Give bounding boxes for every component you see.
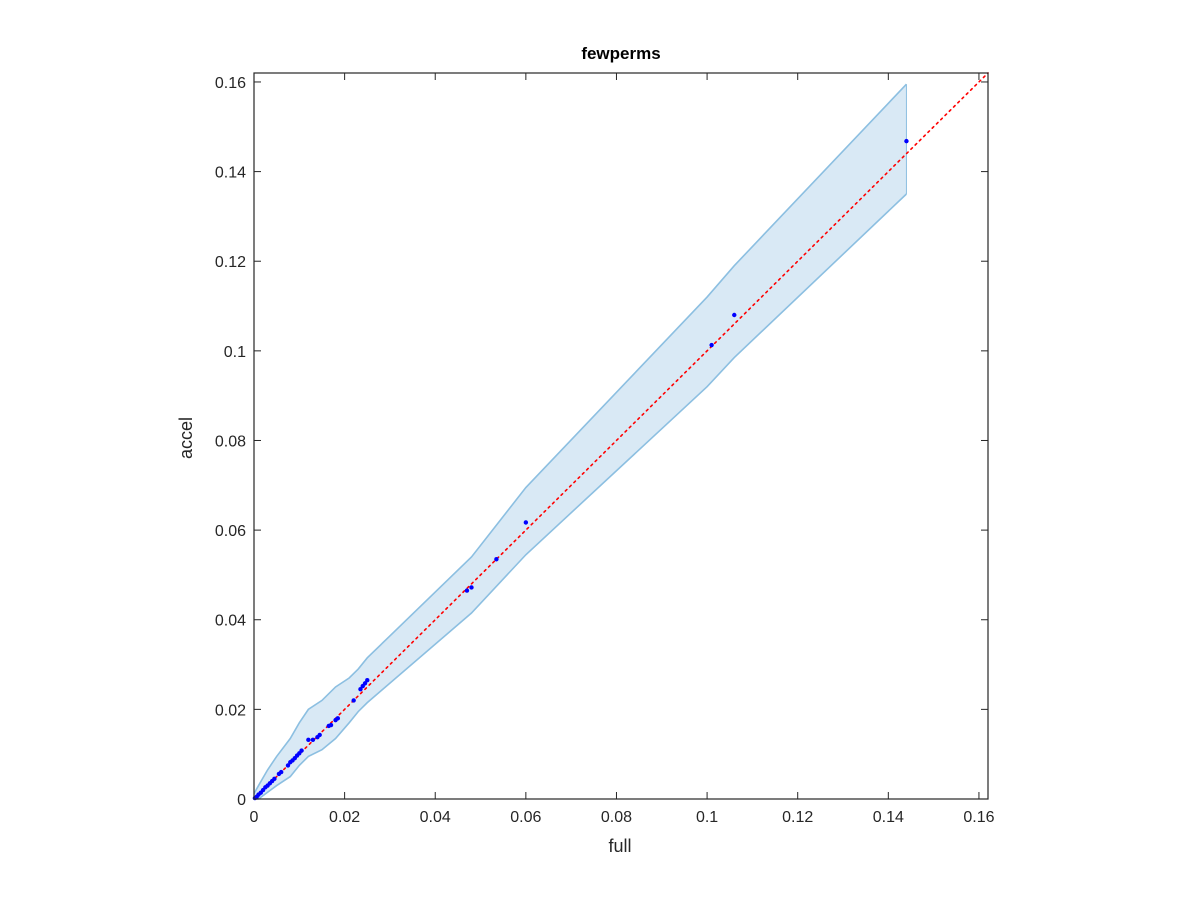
y-tick-label: 0.16 — [215, 75, 246, 92]
confidence-band-layer — [253, 83, 908, 800]
x-tick-label: 0.04 — [420, 809, 451, 826]
x-tick-label: 0.14 — [873, 809, 904, 826]
axes-layer — [253, 72, 989, 800]
chart-title: fewperms — [581, 44, 660, 63]
x-tick-label: 0.12 — [782, 809, 813, 826]
axes-frame — [253, 72, 989, 800]
data-point — [285, 763, 291, 768]
y-tick-label: 0.08 — [215, 433, 246, 450]
data-point — [306, 737, 311, 743]
y-axis-label: accel — [176, 417, 196, 459]
y-tick-label: 0.1 — [224, 344, 246, 361]
y-tick-label: 0.06 — [215, 523, 246, 540]
y-tick-label: 0.02 — [215, 702, 246, 719]
data-point — [523, 520, 529, 525]
x-axis-label: full — [608, 836, 631, 856]
x-tick-label: 0.06 — [510, 809, 541, 826]
data-point — [732, 312, 737, 318]
x-tick-label: 0.08 — [601, 809, 632, 826]
x-tick-label: 0.16 — [963, 809, 994, 826]
data-point — [299, 748, 304, 753]
reference-line — [253, 72, 989, 800]
y-tick-label: 0.04 — [215, 613, 246, 630]
data-point — [335, 716, 341, 721]
reference-line-layer — [253, 72, 989, 800]
x-tick-label: 0 — [250, 809, 259, 826]
data-point — [272, 776, 277, 782]
x-tick-label: 0.02 — [329, 809, 360, 826]
data-point — [362, 681, 368, 686]
y-tick-label: 0.14 — [215, 165, 246, 182]
data-point — [317, 732, 322, 738]
y-tick-label: 0.12 — [215, 254, 246, 271]
band-fill — [254, 84, 907, 799]
data-point — [494, 557, 499, 562]
band-upper-edge — [253, 83, 908, 795]
data-point — [469, 585, 474, 590]
data-point — [278, 769, 284, 775]
data-point — [904, 138, 909, 144]
data-point — [365, 678, 370, 683]
data-point — [328, 722, 334, 728]
y-tick-label: 0 — [237, 792, 246, 809]
data-point — [709, 342, 714, 348]
x-tick-label: 0.1 — [696, 809, 718, 826]
band-lower-edge — [254, 193, 907, 800]
tick-labels-layer: 0 0.02 0.04 0.06 0.08 0.1 0.12 0.14 0.16 0 0.02 0.0… — [215, 75, 995, 826]
data-point — [464, 588, 470, 593]
data-point — [310, 737, 316, 743]
data-point — [351, 698, 356, 703]
data-point — [358, 687, 363, 692]
data-points-layer — [252, 138, 909, 801]
